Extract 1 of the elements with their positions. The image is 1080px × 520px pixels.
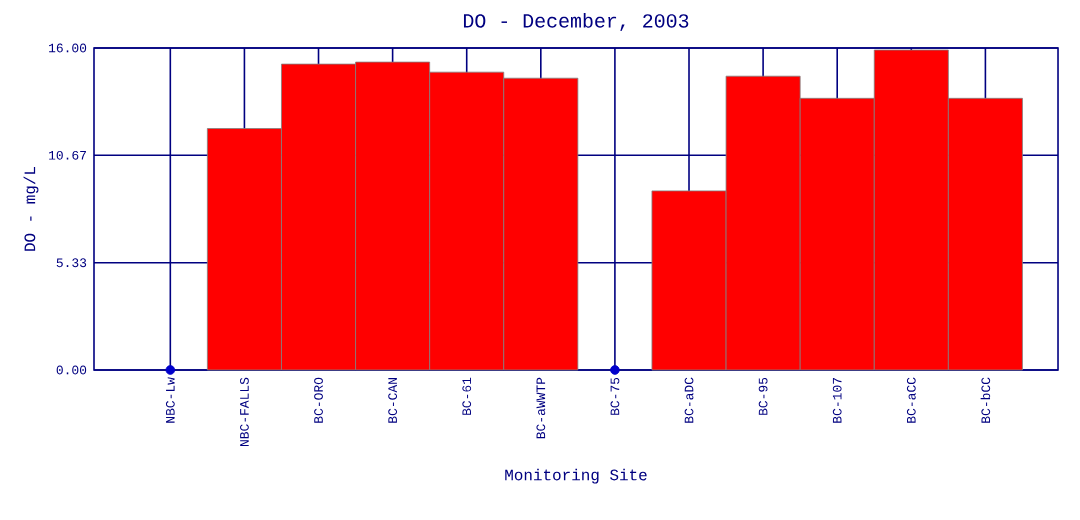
chart-title: DO - December, 2003: [463, 13, 689, 31]
